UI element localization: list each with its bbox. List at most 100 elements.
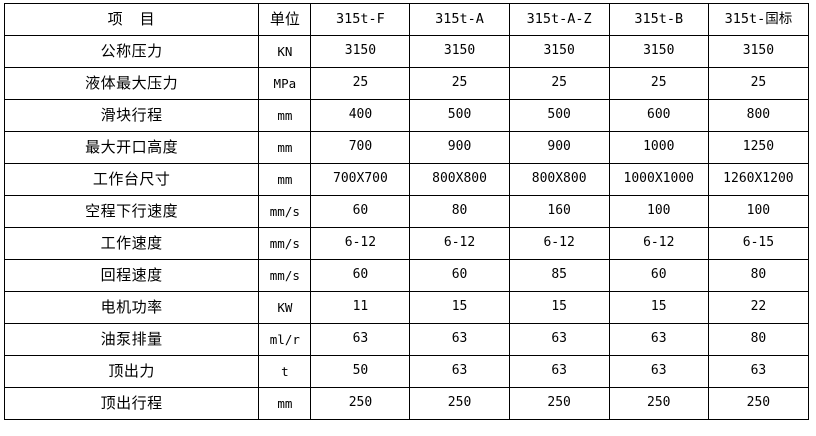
row-value-1: 250 xyxy=(310,387,411,420)
row-value-3: 800X800 xyxy=(508,163,610,196)
row-value-1: 60 xyxy=(310,259,411,292)
row-value-2: 3150 xyxy=(409,35,510,68)
table-row: 电机功率 KW 11 15 15 15 22 xyxy=(3,291,810,324)
table-row: 工作台尺寸 mm 700X700 800X800 800X800 1000X10… xyxy=(3,163,810,196)
row-value-4: 250 xyxy=(608,387,709,420)
row-value-1: 700X700 xyxy=(310,163,411,196)
row-value-4: 1000X1000 xyxy=(608,163,709,196)
table-row: 顶出力 t 50 63 63 63 63 xyxy=(3,355,810,388)
row-value-1: 50 xyxy=(310,355,411,388)
row-value-4: 600 xyxy=(608,99,709,132)
table-row: 回程速度 mm/s 60 60 85 60 80 xyxy=(3,259,810,292)
row-unit: mm xyxy=(258,131,312,164)
row-label: 工作速度 xyxy=(3,227,260,260)
row-unit: mm/s xyxy=(258,259,312,292)
row-value-4: 15 xyxy=(608,291,709,324)
row-value-5: 3150 xyxy=(707,35,810,68)
table-row: 工作速度 mm/s 6-12 6-12 6-12 6-12 6-15 xyxy=(3,227,810,260)
row-value-2: 250 xyxy=(409,387,510,420)
row-value-4: 6-12 xyxy=(608,227,709,260)
row-value-5: 100 xyxy=(707,195,810,228)
row-value-4: 60 xyxy=(608,259,709,292)
row-value-4: 1000 xyxy=(608,131,709,164)
table-row: 液体最大压力 MPa 25 25 25 25 25 xyxy=(3,67,810,100)
row-value-4: 63 xyxy=(608,323,709,356)
row-value-1: 700 xyxy=(310,131,411,164)
row-value-5: 250 xyxy=(707,387,810,420)
row-value-3: 25 xyxy=(508,67,610,100)
row-value-2: 900 xyxy=(409,131,510,164)
table-row: 滑块行程 mm 400 500 500 600 800 xyxy=(3,99,810,132)
row-value-1: 400 xyxy=(310,99,411,132)
row-value-2: 6-12 xyxy=(409,227,510,260)
row-value-2: 25 xyxy=(409,67,510,100)
row-value-3: 900 xyxy=(508,131,610,164)
row-value-5: 80 xyxy=(707,323,810,356)
row-label: 液体最大压力 xyxy=(3,67,260,100)
row-value-4: 63 xyxy=(608,355,709,388)
row-value-2: 15 xyxy=(409,291,510,324)
row-value-3: 85 xyxy=(508,259,610,292)
row-value-2: 80 xyxy=(409,195,510,228)
table-row: 空程下行速度 mm/s 60 80 160 100 100 xyxy=(3,195,810,228)
header-cell-item: 项 目 xyxy=(3,3,260,36)
row-value-1: 6-12 xyxy=(310,227,411,260)
row-unit: mm xyxy=(258,99,312,132)
spec-table: 项 目 单位 315t-F 315t-A 315t-A-Z 315t-B 315… xyxy=(3,3,810,420)
row-label: 顶出力 xyxy=(3,355,260,388)
row-value-2: 63 xyxy=(409,355,510,388)
row-value-1: 60 xyxy=(310,195,411,228)
row-value-2: 500 xyxy=(409,99,510,132)
row-value-3: 160 xyxy=(508,195,610,228)
row-unit: mm/s xyxy=(258,195,312,228)
header-cell-model-3: 315t-A-Z xyxy=(508,3,610,36)
row-value-5: 800 xyxy=(707,99,810,132)
row-value-5: 22 xyxy=(707,291,810,324)
table-row: 最大开口高度 mm 700 900 900 1000 1250 xyxy=(3,131,810,164)
row-unit: KN xyxy=(258,35,312,68)
row-value-2: 63 xyxy=(409,323,510,356)
row-value-2: 60 xyxy=(409,259,510,292)
row-unit: t xyxy=(258,355,312,388)
row-label: 滑块行程 xyxy=(3,99,260,132)
row-unit: mm xyxy=(258,387,312,420)
table-body: 项 目 单位 315t-F 315t-A 315t-A-Z 315t-B 315… xyxy=(3,3,810,420)
row-value-1: 25 xyxy=(310,67,411,100)
row-value-4: 3150 xyxy=(608,35,709,68)
table-row: 顶出行程 mm 250 250 250 250 250 xyxy=(3,387,810,420)
row-value-4: 25 xyxy=(608,67,709,100)
row-unit: MPa xyxy=(258,67,312,100)
row-value-5: 6-15 xyxy=(707,227,810,260)
row-value-3: 250 xyxy=(508,387,610,420)
row-value-1: 11 xyxy=(310,291,411,324)
header-cell-model-5: 315t-国标 xyxy=(707,3,810,36)
row-unit: ml/r xyxy=(258,323,312,356)
header-cell-model-4: 315t-B xyxy=(608,3,709,36)
row-label: 最大开口高度 xyxy=(3,131,260,164)
row-value-5: 63 xyxy=(707,355,810,388)
row-unit: mm/s xyxy=(258,227,312,260)
table-row: 油泵排量 ml/r 63 63 63 63 80 xyxy=(3,323,810,356)
row-unit: mm xyxy=(258,163,312,196)
row-value-3: 6-12 xyxy=(508,227,610,260)
header-cell-unit: 单位 xyxy=(258,3,312,36)
row-label: 油泵排量 xyxy=(3,323,260,356)
row-value-1: 63 xyxy=(310,323,411,356)
row-value-3: 63 xyxy=(508,355,610,388)
row-value-4: 100 xyxy=(608,195,709,228)
row-value-3: 3150 xyxy=(508,35,610,68)
row-label: 工作台尺寸 xyxy=(3,163,260,196)
header-cell-model-2: 315t-A xyxy=(409,3,510,36)
row-label: 空程下行速度 xyxy=(3,195,260,228)
row-value-3: 500 xyxy=(508,99,610,132)
row-value-5: 1250 xyxy=(707,131,810,164)
row-label: 公称压力 xyxy=(3,35,260,68)
row-value-1: 3150 xyxy=(310,35,411,68)
row-unit: KW xyxy=(258,291,312,324)
table-header-row: 项 目 单位 315t-F 315t-A 315t-A-Z 315t-B 315… xyxy=(3,3,810,36)
row-label: 电机功率 xyxy=(3,291,260,324)
row-label: 回程速度 xyxy=(3,259,260,292)
row-label: 顶出行程 xyxy=(3,387,260,420)
table-row: 公称压力 KN 3150 3150 3150 3150 3150 xyxy=(3,35,810,68)
row-value-5: 25 xyxy=(707,67,810,100)
